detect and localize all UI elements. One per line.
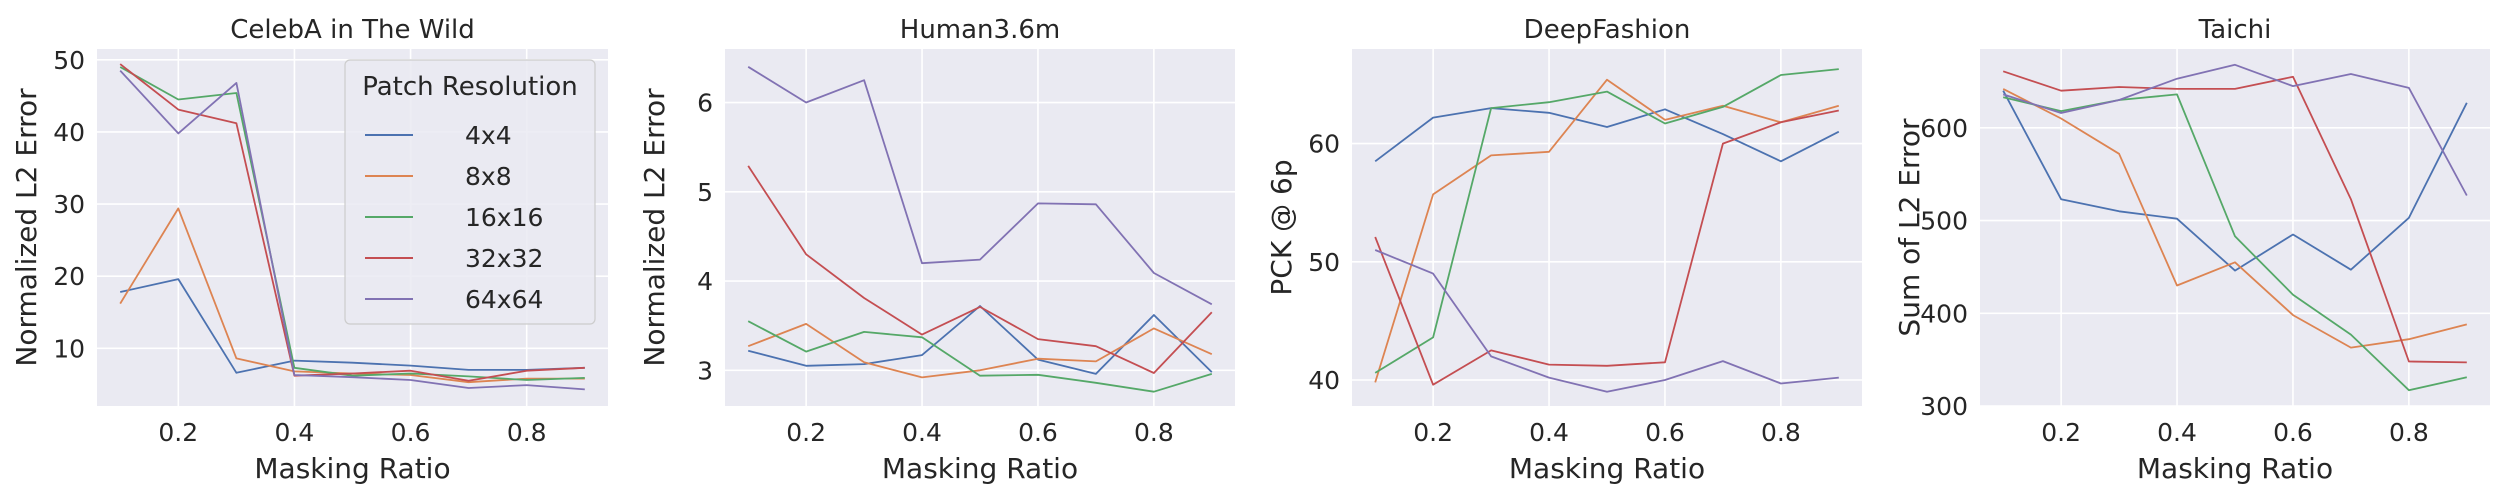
series-line-64x64 [747, 66, 1213, 306]
chart-title: Taichi [2198, 15, 2272, 45]
x-tick-label: 0.8 [2389, 418, 2429, 447]
y-tick-label: 30 [53, 190, 85, 219]
y-tick-label: 10 [53, 334, 85, 363]
y-axis-label: Sum of L2 Error [1893, 118, 1926, 337]
chart-title: Human3.6m [900, 15, 1060, 45]
x-tick-label: 0.6 [391, 418, 431, 447]
panel-4: 0.2 0.4 0.6 0.8 300 400 500 600 Taichi Masking Ra… [1893, 15, 2490, 485]
series-line-32x32 [747, 165, 1213, 374]
x-tick-label: 0.2 [786, 418, 826, 447]
y-axis-label: Normalized L2 Error [10, 88, 43, 367]
series-line-4x4 [120, 278, 585, 374]
series-line-4x4 [747, 305, 1213, 375]
x-tick-label: 0.8 [1761, 418, 1801, 447]
panel-3: 0.2 0.4 0.6 0.8 40 50 60 DeepFashion Masking Rat… [1265, 15, 1862, 485]
x-axis-label: Masking Ratio [2137, 452, 2333, 485]
series-line-16x16 [119, 66, 585, 381]
y-tick-label: 40 [1308, 366, 1340, 395]
x-tick-label: 0.6 [2273, 418, 2313, 447]
legend-entry-32x32: 32x32 [465, 244, 543, 273]
legend-entry-16x16: 16x16 [465, 203, 543, 232]
x-tick-label: 0.2 [158, 418, 198, 447]
x-tick-label: 0.4 [1529, 418, 1569, 447]
y-tick-label: 40 [53, 118, 85, 147]
panel-1: 0.2 0.4 0.6 0.8 10 20 30 40 50 CelebA in The Wild… [10, 15, 608, 485]
x-tick-label: 0.4 [902, 418, 942, 447]
chart-title: DeepFashion [1524, 15, 1691, 45]
series-line-32x32 [1374, 109, 1839, 386]
x-axis-label: Masking Ratio [1509, 452, 1705, 485]
panel-2: 0.2 0.4 0.6 0.8 3 4 5 6 Human3.6m Masking Ratio No… [638, 15, 1235, 485]
series-line-4x4 [1374, 107, 1840, 163]
x-tick-label: 0.8 [507, 418, 547, 447]
x-axis-label: Masking Ratio [254, 452, 450, 485]
plot-area [1980, 49, 2490, 406]
series-line-32x32 [119, 63, 585, 382]
series-line-16x16 [747, 320, 1213, 393]
y-tick-label: 300 [1920, 392, 1968, 421]
y-tick-label: 6 [697, 89, 713, 118]
series-line-64x64 [2002, 63, 2468, 196]
x-tick-label: 0.6 [1645, 418, 1685, 447]
y-tick-label: 500 [1920, 207, 1968, 236]
legend-entry-64x64: 64x64 [465, 285, 543, 314]
series-line-16x16 [1374, 68, 1839, 374]
series-line-8x8 [2002, 88, 2468, 349]
plot-area [1352, 49, 1862, 406]
x-tick-label: 0.2 [1413, 418, 1453, 447]
series-line-4x4 [2002, 90, 2468, 272]
y-tick-label: 60 [1308, 130, 1340, 159]
series-line-32x32 [2002, 70, 2467, 364]
x-tick-label: 0.6 [1018, 418, 1058, 447]
series-line-8x8 [747, 322, 1213, 379]
chart-title: CelebA in The Wild [230, 15, 475, 45]
x-tick-label: 0.4 [275, 418, 315, 447]
y-tick-label: 50 [1308, 248, 1340, 277]
x-tick-label: 0.4 [2157, 418, 2197, 447]
legend-entry-8x8: 8x8 [465, 162, 512, 191]
y-tick-label: 3 [697, 356, 713, 385]
y-tick-label: 20 [53, 262, 85, 291]
series-line-8x8 [1374, 78, 1840, 383]
series-line-64x64 [119, 69, 585, 391]
plot-area [725, 49, 1235, 406]
y-tick-label: 400 [1920, 299, 1968, 328]
legend-entry-4x4: 4x4 [465, 121, 512, 150]
y-tick-label: 5 [697, 178, 713, 207]
x-axis-label: Masking Ratio [882, 452, 1078, 485]
x-tick-label: 0.8 [1134, 418, 1174, 447]
x-tick-label: 0.2 [2041, 418, 2081, 447]
series-line-64x64 [1374, 249, 1839, 393]
y-axis-label: Normalized L2 Error [638, 88, 671, 367]
y-axis-label: PCK @ 6p [1265, 159, 1298, 295]
legend-title: Patch Resolution [362, 72, 578, 102]
y-tick-label: 600 [1920, 114, 1968, 143]
y-tick-label: 4 [697, 267, 713, 296]
legend: Patch Resolution 4x4 8x8 16x16 32x32 64x64 [344, 59, 596, 325]
series-line-16x16 [2002, 93, 2467, 392]
y-tick-label: 50 [53, 46, 85, 75]
